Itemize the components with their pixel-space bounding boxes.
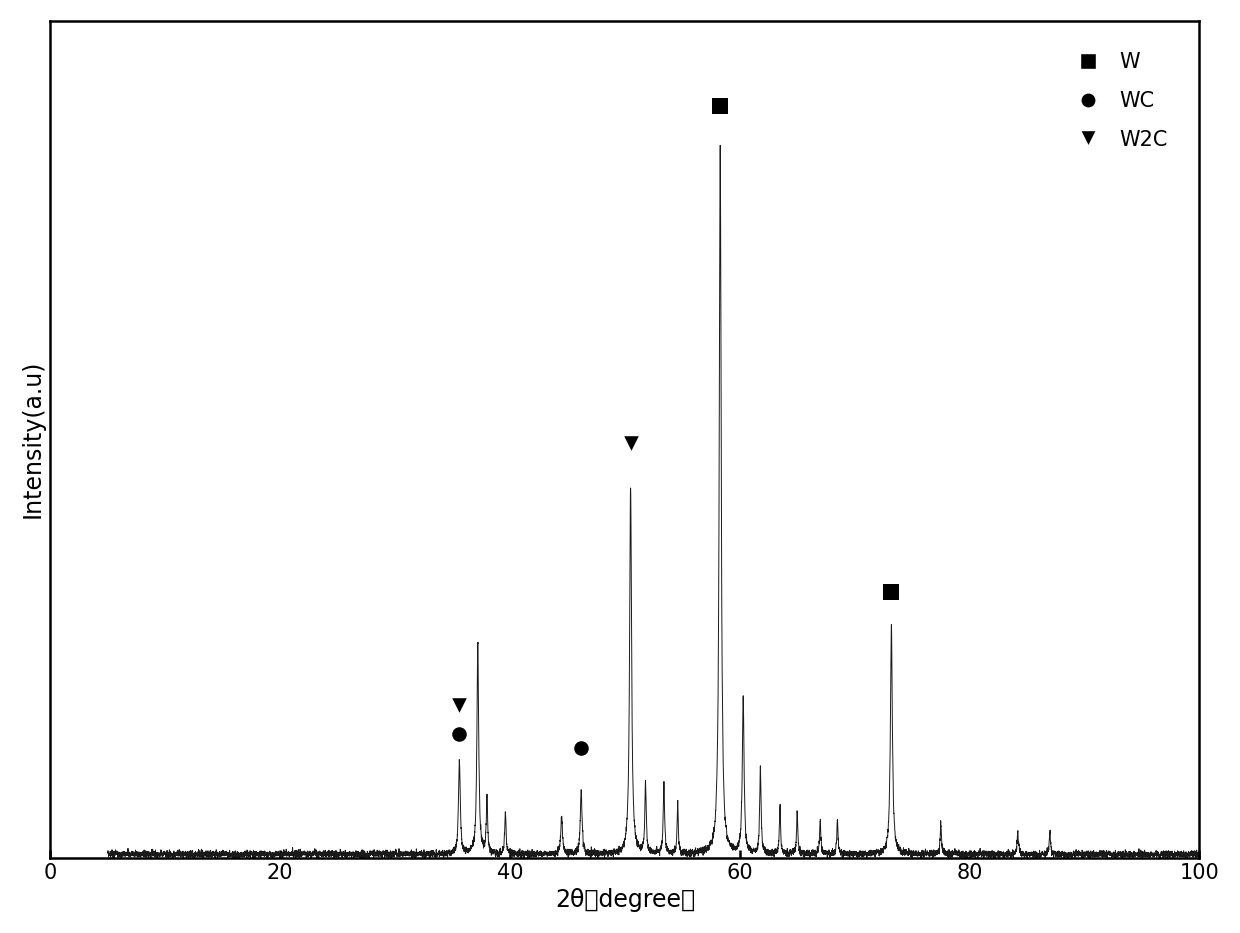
- Point: [572, 741, 591, 756]
- X-axis label: 2θ（degree）: 2θ（degree）: [554, 888, 694, 912]
- Point: [882, 584, 901, 599]
- Legend: W, WC, W2C: W, WC, W2C: [1047, 31, 1189, 171]
- Point: [621, 436, 641, 451]
- Point: [449, 726, 469, 741]
- Point: [711, 99, 730, 114]
- Y-axis label: Intensity(a.u): Intensity(a.u): [21, 360, 45, 519]
- Point: [449, 698, 469, 713]
